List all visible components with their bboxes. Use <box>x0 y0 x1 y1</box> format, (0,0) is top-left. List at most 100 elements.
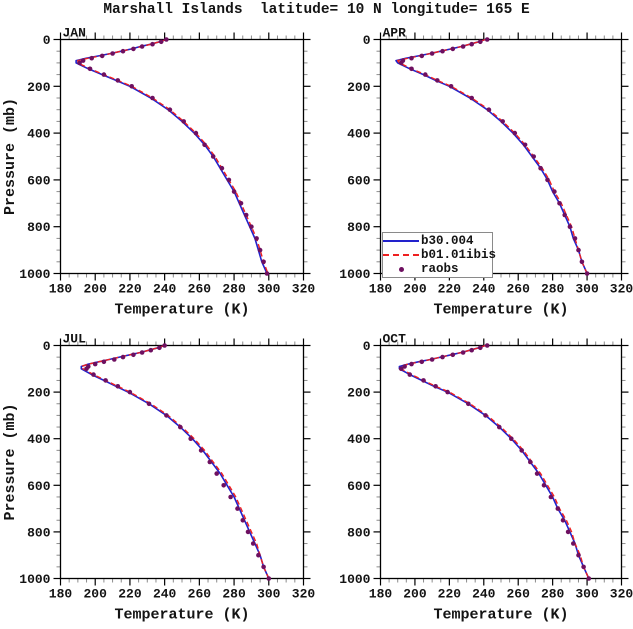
y-tick-label: 800 <box>347 220 371 235</box>
raobs-point <box>238 201 244 206</box>
raobs-point <box>572 236 578 241</box>
raobs-point <box>445 389 450 395</box>
x-tick-label: 260 <box>507 587 531 602</box>
x-tick-label: 240 <box>153 587 177 602</box>
raobs-point <box>115 78 121 83</box>
axis-major-ticks <box>53 338 311 586</box>
raobs-point <box>129 84 134 89</box>
axis-minor-ticks <box>376 341 626 583</box>
x-tick-label: 280 <box>541 282 565 297</box>
raobs-point <box>131 352 136 358</box>
y-tick-label: 800 <box>27 220 51 235</box>
raobs-point <box>433 384 438 389</box>
x-tick-label: 200 <box>403 282 427 297</box>
raobs-point <box>500 119 506 124</box>
x-tick-label: 240 <box>153 282 177 297</box>
x-tick-label: 260 <box>507 282 531 297</box>
raobs-points <box>84 343 272 581</box>
raobs-point <box>219 165 225 171</box>
legend-row-raobs: raobs <box>383 262 492 276</box>
raobs-point <box>555 506 561 511</box>
y-tick-label: 1000 <box>19 267 50 282</box>
x-tick-label: 240 <box>472 282 496 297</box>
panel-jan: 180 200 220 240 260 280 300 320 0 200 400 600 800 100… <box>2 26 315 319</box>
raobs-point <box>478 39 483 45</box>
dashed-line-sample-icon <box>383 254 419 256</box>
x-tick-label: 220 <box>438 587 462 602</box>
raobs-point <box>202 142 207 148</box>
y-tick-label: 200 <box>347 386 371 401</box>
x-tick-label: 300 <box>575 587 599 602</box>
raobs-point <box>139 44 145 49</box>
raobs-point <box>567 224 573 229</box>
y-axis-title: Pressure (mb) <box>2 403 19 520</box>
legend-label-b01: b01.01ibis <box>421 248 497 262</box>
raobs-point <box>398 366 404 372</box>
raobs-point <box>115 384 121 389</box>
y-tick-label: 600 <box>27 479 51 494</box>
raobs-point <box>460 350 466 355</box>
x-axis-title: Temperature (K) <box>114 607 249 624</box>
panel-month-label: JUL <box>63 332 87 347</box>
panel-month-label: OCT <box>383 332 407 347</box>
raobs-point <box>249 224 254 229</box>
x-tick-label: 200 <box>403 587 427 602</box>
b01-01ibis-curve <box>400 344 590 579</box>
raobs-point <box>92 361 98 367</box>
y-tick-label: 800 <box>347 525 371 540</box>
raobs-point <box>562 212 567 218</box>
b01-01ibis-curve <box>80 344 270 579</box>
raobs-points <box>398 37 590 276</box>
raobs-point <box>198 448 204 453</box>
y-tick-label: 200 <box>27 386 51 401</box>
raobs-point <box>421 378 426 383</box>
figure-title: Marshall Islands latitude= 10 N longitud… <box>103 2 530 18</box>
raobs-point <box>110 51 115 56</box>
raobs-point <box>557 201 562 206</box>
raobs-point <box>103 378 108 383</box>
raobs-point <box>435 78 440 83</box>
raobs-point <box>534 471 540 476</box>
line-sample-icon <box>383 240 419 242</box>
y-tick-label: 600 <box>347 479 371 494</box>
x-tick-label: 260 <box>188 587 212 602</box>
x-tick-label: 180 <box>369 282 393 297</box>
raobs-point <box>157 345 162 351</box>
raobs-point <box>419 53 425 59</box>
raobs-point <box>101 359 107 365</box>
raobs-point <box>77 60 82 66</box>
y-tick-label: 0 <box>363 33 371 48</box>
x-tick-label: 300 <box>257 282 281 297</box>
panel-month-label: APR <box>383 26 407 41</box>
raobs-point <box>450 352 456 358</box>
x-tick-label: 280 <box>541 587 565 602</box>
raobs-point <box>565 529 571 535</box>
legend-row-b30: b30.004 <box>383 234 492 248</box>
x-axis-title: Temperature (K) <box>114 302 249 319</box>
raobs-point <box>164 413 169 418</box>
raobs-point <box>167 107 173 112</box>
raobs-point <box>469 41 475 47</box>
raobs-point <box>256 552 261 558</box>
raobs-point <box>579 259 585 265</box>
raobs-point <box>221 483 226 488</box>
b30-004-curve <box>80 344 270 579</box>
raobs-points <box>398 343 592 581</box>
raobs-point <box>528 459 533 465</box>
x-tick-label: 180 <box>49 587 73 602</box>
raobs-point <box>150 41 155 47</box>
plot-frame <box>59 38 305 275</box>
x-tick-label: 220 <box>118 282 142 297</box>
y-tick-label: 0 <box>43 339 51 354</box>
y-tick-label: 800 <box>27 525 51 540</box>
raobs-point <box>522 142 528 148</box>
raobs-point <box>231 189 237 194</box>
plot-frame <box>59 344 305 580</box>
x-tick-label: 180 <box>369 587 393 602</box>
raobs-point <box>538 165 543 171</box>
b01-01ibis-curve <box>77 38 269 274</box>
axis-minor-ticks <box>376 35 626 278</box>
x-tick-label: 220 <box>438 282 462 297</box>
raobs-point <box>178 424 183 430</box>
raobs-point <box>486 107 492 112</box>
